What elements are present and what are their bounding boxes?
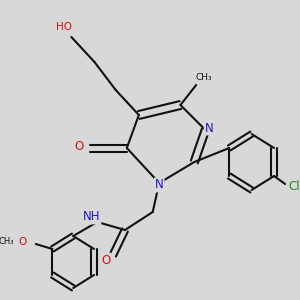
Text: O: O	[74, 140, 83, 154]
Text: HO: HO	[56, 22, 72, 32]
Text: CH₃: CH₃	[195, 73, 212, 82]
Text: CH₃: CH₃	[0, 238, 14, 247]
Text: O: O	[101, 254, 110, 266]
Text: N: N	[205, 122, 214, 134]
Text: Cl: Cl	[289, 181, 300, 194]
Text: N: N	[155, 178, 164, 191]
Text: NH: NH	[83, 211, 100, 224]
Text: O: O	[19, 237, 27, 247]
